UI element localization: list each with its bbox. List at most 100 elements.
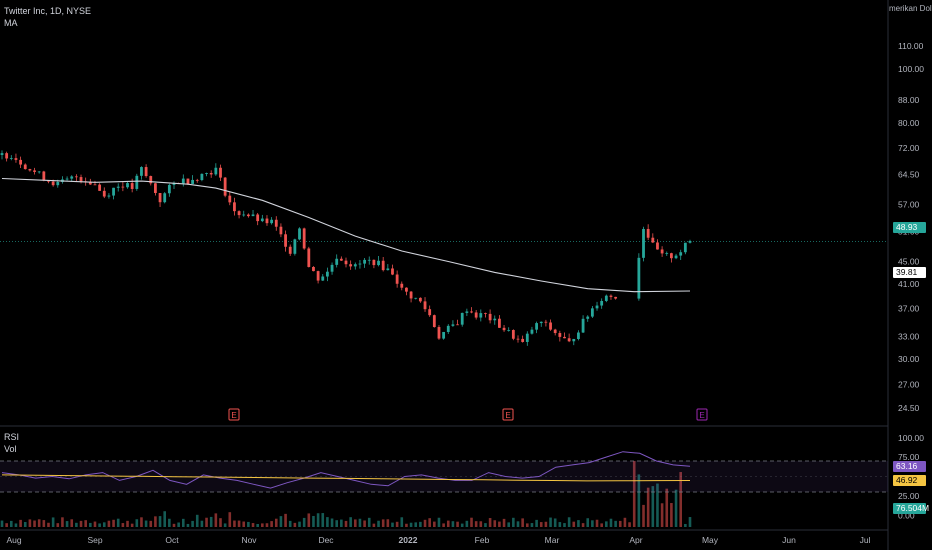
earnings-marker-label: E (505, 411, 510, 420)
candle-body (219, 167, 222, 178)
candle-body (530, 329, 534, 334)
candle-body (572, 338, 576, 342)
candle-body (121, 186, 125, 188)
volume-bar (688, 517, 692, 527)
candle-body (432, 315, 436, 328)
candle-body (251, 214, 255, 217)
volume-bar (9, 520, 13, 527)
volume-bar (214, 513, 218, 527)
candle-body (326, 271, 329, 277)
candle-body (65, 178, 69, 180)
volume-bar (279, 516, 283, 527)
candle-body (144, 167, 148, 177)
candle-body (260, 218, 264, 222)
candle-body (674, 255, 678, 259)
candle-body (363, 259, 366, 264)
volume-bar (428, 518, 431, 527)
price-tick-label: 72.00 (898, 143, 920, 153)
candle-body (116, 186, 120, 188)
symbol-title[interactable]: Twitter Inc, 1D, NYSE (4, 6, 92, 16)
candle-body (158, 192, 162, 203)
volume-bar (363, 520, 366, 527)
price-tick-label: 41.00 (898, 279, 920, 289)
volume-bar (112, 519, 115, 527)
candle-body (200, 173, 204, 181)
earnings-marker-box (696, 408, 708, 421)
volume-bar (154, 516, 157, 527)
candle-body (265, 218, 269, 224)
candle-body (609, 295, 613, 297)
candle-body (339, 258, 343, 261)
candle-body (670, 253, 673, 259)
rsi-tick-label: 25.00 (898, 491, 920, 501)
currency-label[interactable]: merikan Dola (889, 4, 932, 13)
candle-body (5, 153, 9, 159)
volume-bar (353, 519, 357, 527)
volume-bar (116, 518, 120, 527)
volume-bar (37, 519, 41, 527)
rsi-label[interactable]: RSI (4, 432, 20, 442)
candle-body (535, 323, 538, 330)
volume-bar (642, 504, 645, 527)
candle-body (223, 177, 227, 196)
volume-bar (274, 518, 278, 527)
price-tick-label: 33.00 (898, 331, 920, 341)
candle-body (381, 260, 385, 271)
candle-body (586, 316, 590, 319)
candle-body (567, 338, 571, 342)
candle-body (558, 333, 562, 337)
candle-body (563, 336, 566, 339)
candle-body (186, 178, 190, 184)
candle-body (614, 296, 618, 299)
candle-body (465, 311, 469, 313)
volume-bar (484, 523, 487, 527)
volume-bar (395, 521, 399, 527)
candle-body (102, 190, 106, 197)
indicator-ma-label[interactable]: MA (4, 18, 18, 28)
volume-bar (470, 517, 473, 527)
candle-body (126, 183, 129, 188)
volume-bar (549, 517, 552, 527)
volume-bar (326, 517, 329, 527)
candle-body (93, 184, 97, 186)
volume-bar (19, 519, 22, 527)
earnings-marker: E (502, 408, 514, 421)
volume-bar (242, 521, 246, 527)
volume-bar (665, 488, 669, 527)
earnings-marker-label: E (699, 411, 704, 420)
volume-bar (42, 520, 46, 527)
volume-bar (609, 518, 613, 527)
volume-bar (581, 523, 585, 527)
volume-bar (409, 522, 413, 527)
volume-bar (684, 523, 687, 527)
volume-bar (135, 519, 139, 527)
volume-bar (312, 515, 315, 527)
volume-bar (535, 519, 538, 527)
volume-bar (298, 521, 301, 527)
volume-bar (656, 483, 659, 527)
volume-bar (256, 523, 259, 527)
candle-body (367, 259, 371, 261)
volume-bar (367, 517, 371, 527)
volume-bar (130, 523, 134, 527)
volume-bar (525, 523, 529, 527)
volume-bar (674, 489, 678, 527)
moving-average-line (1, 177, 691, 293)
candle-body (335, 258, 339, 265)
candle-body (172, 183, 176, 185)
volume-bar (553, 518, 557, 527)
volume-bar (591, 520, 594, 527)
volume-bar (419, 521, 422, 527)
candle-body (553, 329, 557, 334)
volume-bar (539, 522, 543, 527)
earnings-marker: E (696, 408, 708, 421)
volume-bar (456, 521, 459, 527)
earnings-marker: E (228, 408, 240, 421)
candle-body (88, 182, 92, 185)
volume-bar (330, 518, 334, 527)
candle-body (391, 268, 394, 275)
volume-bar (191, 520, 194, 527)
volume-bar (237, 520, 241, 527)
volume-label[interactable]: Vol (4, 444, 17, 454)
